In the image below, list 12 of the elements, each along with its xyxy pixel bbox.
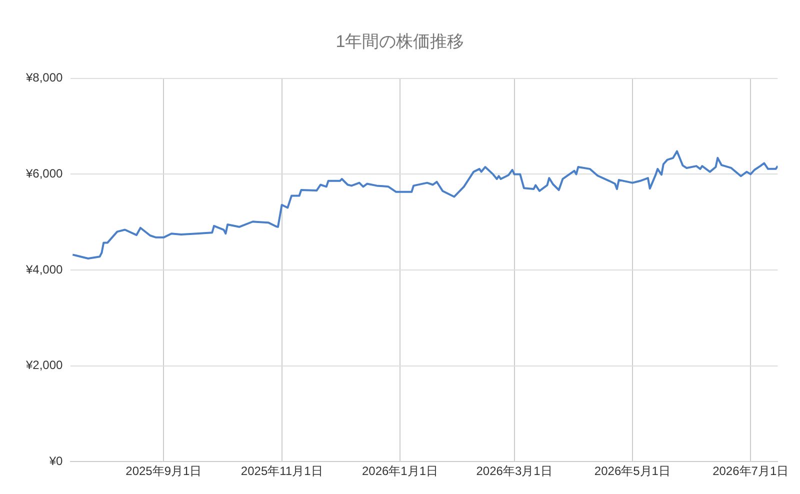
y-tick-label: ¥4,000 [25,262,64,276]
y-tick-label: ¥0 [48,454,64,468]
chart-title: 1年間の株価推移 [336,32,464,51]
x-tick-label: 2026年1月1日 [362,464,438,478]
x-tick-label: 2026年7月1日 [712,464,789,478]
x-tick-label: 2025年11月1日 [240,464,323,478]
x-tick-label: 2025年9月1日 [126,464,202,478]
y-tick-label: ¥6,000 [25,166,64,181]
y-tick-label: ¥2,000 [25,358,64,372]
y-tick-label: ¥8,000 [25,70,64,85]
x-tick-label: 2026年3月1日 [476,464,552,478]
x-tick-label: 2026年5月1日 [594,464,670,478]
